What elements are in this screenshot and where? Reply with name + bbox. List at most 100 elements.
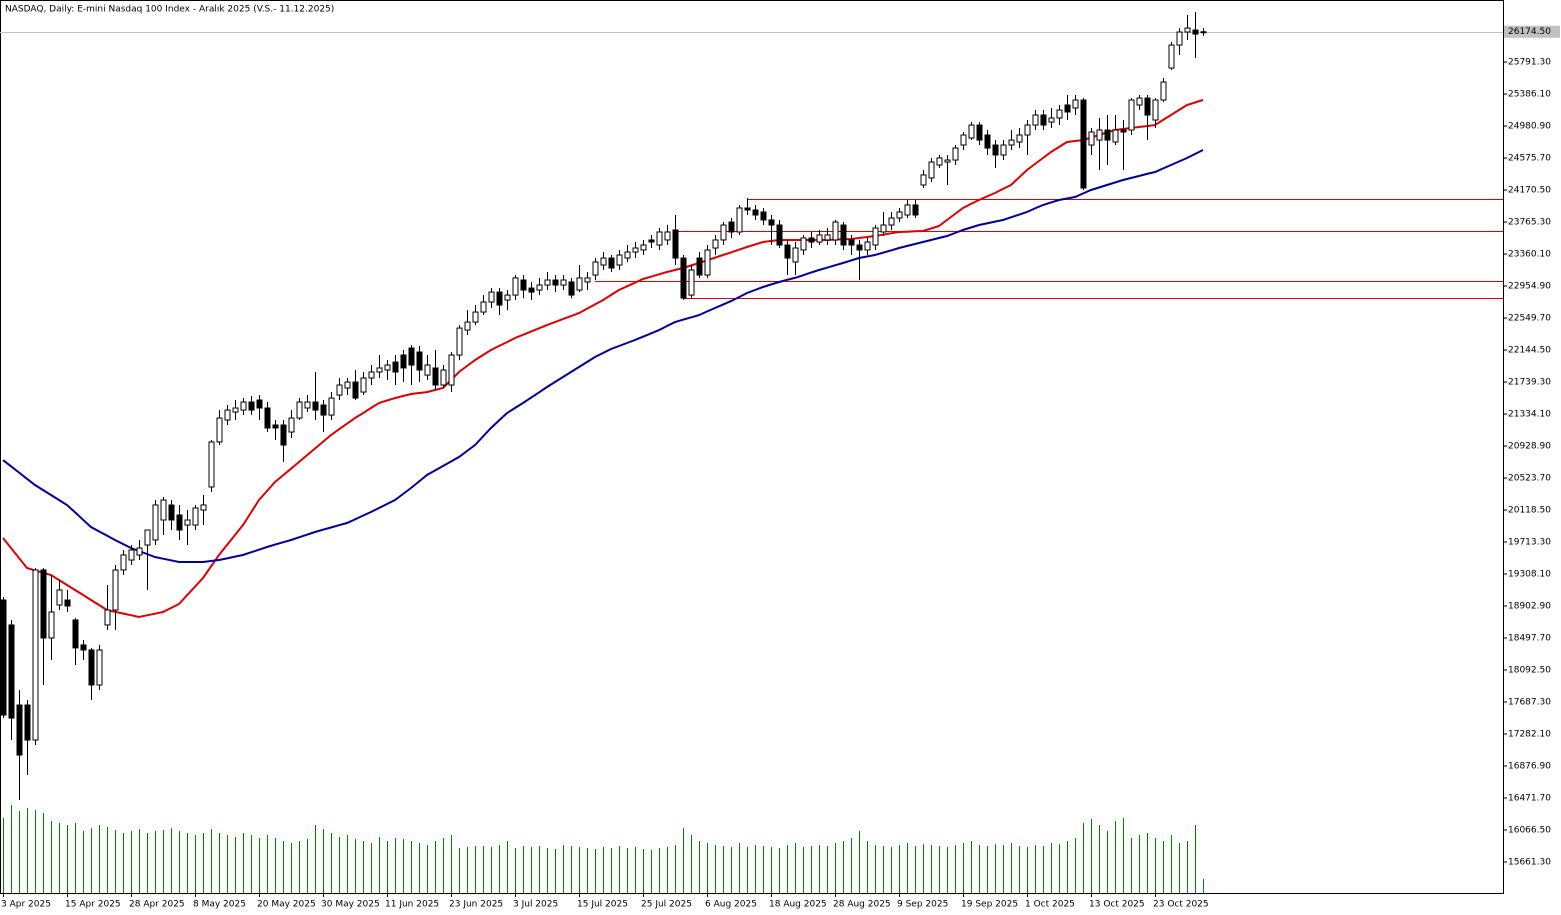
y-tick-label: 25386.10 — [1508, 90, 1551, 100]
y-tick-label: 23765.30 — [1508, 218, 1551, 228]
candle-body — [960, 134, 967, 146]
y-tick-label: 18092.50 — [1508, 666, 1551, 676]
candle-body — [512, 277, 519, 296]
candle-body — [232, 407, 239, 413]
candle-body — [624, 251, 631, 259]
candle-body — [224, 409, 231, 421]
candle-body — [336, 384, 343, 396]
candle-body — [1056, 109, 1063, 119]
candle-body — [312, 401, 319, 411]
x-tick-label: 3 Jul 2025 — [513, 900, 558, 910]
candle-body — [352, 381, 359, 399]
candle-body — [152, 504, 159, 541]
candle-body — [760, 211, 767, 221]
candle-body — [840, 224, 847, 246]
candle-body — [864, 241, 871, 251]
candle-body — [1096, 129, 1103, 141]
candle-body — [928, 161, 935, 179]
candle-body — [488, 291, 495, 303]
candle-body — [816, 234, 823, 243]
candle-body — [496, 291, 503, 306]
candle-body — [472, 311, 479, 323]
candle-body — [376, 367, 383, 373]
candle-body — [944, 159, 951, 163]
candle-body — [1104, 129, 1111, 141]
candle-body — [32, 569, 39, 741]
candle-body — [272, 424, 279, 429]
x-tick-label: 9 Sep 2025 — [897, 900, 948, 910]
x-tick-label: 15 Jul 2025 — [577, 900, 628, 910]
candle-body — [672, 229, 679, 259]
y-tick-label: 24170.50 — [1508, 186, 1551, 196]
x-tick-label: 20 May 2025 — [257, 900, 316, 910]
candle-body — [424, 364, 431, 376]
y-tick-label: 15661.30 — [1508, 858, 1551, 868]
candle-body — [872, 227, 879, 246]
candle-body — [632, 247, 639, 253]
y-tick-label: 24980.90 — [1508, 122, 1551, 132]
candle-body — [184, 519, 191, 526]
y-tick-label: 21334.10 — [1508, 410, 1551, 420]
candle-body — [744, 207, 751, 211]
candle-body — [856, 244, 863, 251]
candle-body — [584, 277, 591, 283]
candle-body — [8, 624, 15, 719]
candle-body — [1200, 31, 1207, 34]
candle-body — [560, 279, 567, 286]
candle-body — [1120, 129, 1127, 133]
candle-body — [920, 174, 927, 186]
x-tick-label: 25 Jul 2025 — [641, 900, 692, 910]
candle-body — [240, 401, 247, 411]
candle-body — [432, 367, 439, 386]
candle-body — [456, 327, 463, 356]
x-tick-label: 3 Apr 2025 — [1, 900, 51, 910]
candle-body — [160, 499, 167, 521]
candle-body — [48, 611, 55, 639]
candle-body — [256, 399, 263, 409]
candle-body — [976, 124, 983, 141]
candle-body — [752, 209, 759, 216]
y-tick-label: 25791.30 — [1508, 58, 1551, 68]
candle-body — [904, 204, 911, 216]
x-tick-label: 23 Oct 2025 — [1153, 900, 1209, 910]
current-price-label: 26174.50 — [1508, 27, 1551, 37]
candle-body — [568, 281, 575, 296]
candle-body — [128, 549, 135, 561]
candle-body — [768, 219, 775, 226]
candle-body — [808, 237, 815, 243]
y-tick-label: 16876.90 — [1508, 762, 1551, 772]
candle-body — [912, 204, 919, 216]
candle-body — [88, 649, 95, 686]
moving-average — [2, 149, 1204, 563]
y-tick-label: 22549.70 — [1508, 314, 1551, 324]
candle-body — [712, 239, 719, 249]
x-tick-label: 11 Jun 2025 — [385, 900, 439, 910]
candle-body — [696, 257, 703, 276]
x-tick-label: 23 Jun 2025 — [449, 900, 503, 910]
candle-body — [680, 257, 687, 299]
candle-body — [504, 294, 511, 301]
x-tick-label: 28 Apr 2025 — [129, 900, 185, 910]
candle-body — [1152, 99, 1159, 121]
candle-body — [16, 704, 23, 756]
candle-body — [592, 261, 599, 276]
candle-body — [1040, 114, 1047, 126]
candle-body — [104, 609, 111, 626]
candle-body — [1072, 99, 1079, 109]
x-tick-label: 19 Sep 2025 — [961, 900, 1018, 910]
candle-body — [528, 287, 535, 293]
x-tick-label: 8 May 2025 — [193, 900, 246, 910]
y-tick-label: 21739.30 — [1508, 378, 1551, 388]
candle-body — [328, 397, 335, 416]
candle-body — [552, 279, 559, 286]
candle-body — [1128, 99, 1135, 131]
candle-body — [720, 224, 727, 241]
candle-body — [880, 224, 887, 233]
y-tick-label: 16066.50 — [1508, 826, 1551, 836]
candle-body — [1032, 114, 1039, 126]
candle-body — [968, 124, 975, 139]
candle-body — [360, 377, 367, 393]
candle-body — [176, 514, 183, 531]
y-tick-label: 17282.10 — [1508, 730, 1551, 740]
